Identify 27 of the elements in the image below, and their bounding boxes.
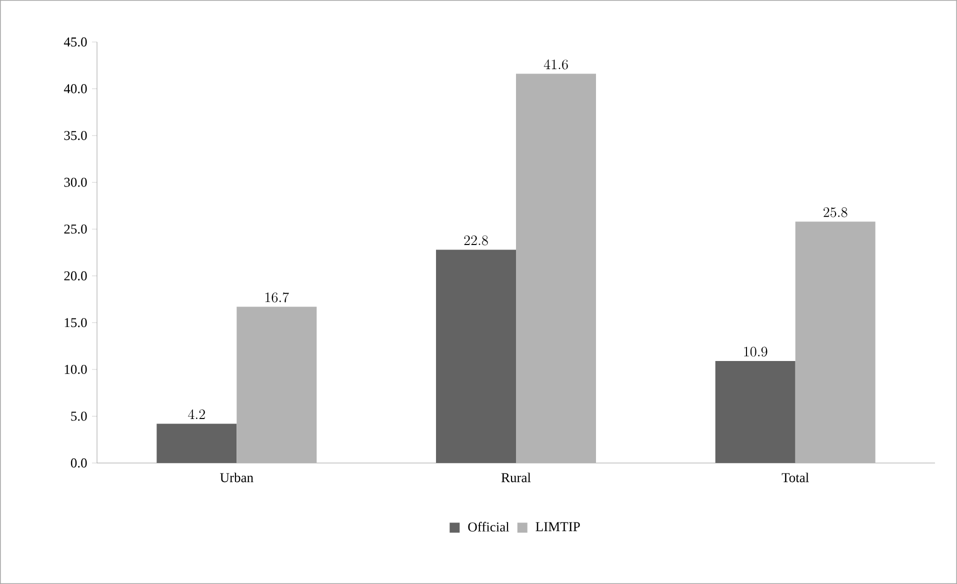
bar	[156, 424, 237, 463]
x-tick-label: Total	[782, 472, 809, 482]
y-tick-label: 45.0	[64, 37, 87, 47]
bar	[236, 306, 317, 463]
y-tick-label: 5.0	[71, 412, 87, 421]
data-label: 41 .6	[544, 59, 568, 70]
data-label: 4.2	[188, 409, 205, 420]
y-tick-label: 25.0	[64, 224, 87, 234]
legend-label: LIMTIP	[536, 522, 580, 532]
y-tick-label: 35.0	[64, 130, 87, 140]
legend-label: Official	[468, 522, 510, 532]
y-tick-label: 30.0	[64, 178, 87, 187]
y-tick-label: 15.0	[64, 318, 87, 328]
bar	[795, 222, 876, 463]
bar	[715, 361, 796, 463]
y-tick-label: 20.0	[64, 271, 87, 280]
y-tick-label: 40.0	[64, 84, 87, 94]
y-tick-label: 10.0	[64, 364, 87, 374]
data-label: 25.8	[824, 207, 848, 218]
data-label: 22.8	[464, 235, 488, 246]
bar	[516, 74, 596, 463]
y-tick-label: 0.0	[70, 458, 87, 468]
bar	[436, 250, 516, 463]
data-label: 16.7	[265, 292, 289, 302]
data-label: 10.9	[744, 346, 768, 357]
x-tick-label: Urban	[220, 472, 254, 482]
x-tick-label: Rural	[501, 472, 531, 482]
